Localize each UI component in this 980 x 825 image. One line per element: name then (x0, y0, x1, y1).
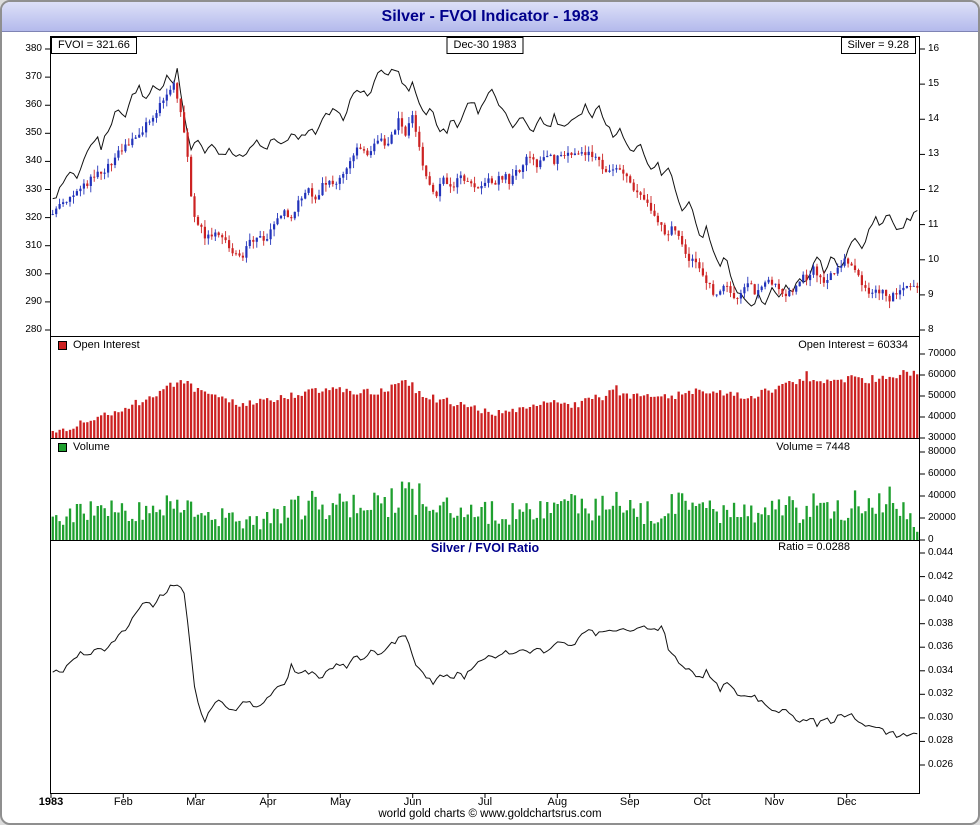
x-axis-month-label: Jul (477, 796, 493, 808)
axis-tick-label: 0 (928, 534, 934, 545)
x-axis-month-label: Dec (836, 796, 857, 808)
x-axis-month-label: Sep (619, 796, 640, 808)
price-plot (51, 68, 919, 309)
silver-value-label: Silver = 9.28 (840, 37, 916, 54)
volume-value-label: Volume = 7448 (776, 441, 850, 453)
x-axis-month-label: May (329, 796, 351, 808)
axis-tick-label: 40000 (928, 490, 956, 501)
chart-frame (50, 36, 920, 794)
ratio-panel (51, 540, 919, 793)
ratio-value-label: Ratio = 0.0288 (778, 541, 850, 553)
axis-tick-label: 280 (25, 324, 42, 335)
axis-tick-label: 320 (25, 211, 42, 223)
axis-tick-label: 0.030 (928, 711, 954, 723)
axis-tick-label: 60000 (928, 468, 956, 479)
axis-tick-label: 80000 (928, 446, 956, 457)
axis-tick-label: 310 (25, 239, 42, 251)
axis-tick-label: 0.036 (928, 641, 954, 653)
axis-tick-label: 13 (928, 148, 940, 160)
footer-credit: world gold charts © www.goldchartsrus.co… (378, 808, 602, 820)
open-interest-plot (51, 370, 919, 438)
volume-swatch-icon (58, 442, 67, 452)
ratio-panel-title: Silver / FVOI Ratio (430, 541, 540, 555)
fvoi-value-label: FVOI = 321.66 (51, 37, 137, 54)
open-interest-legend: Open Interest (58, 339, 140, 351)
axis-tick-label: 70000 (928, 348, 956, 359)
axis-tick-label: 300 (25, 267, 42, 279)
axis-tick-label: 0.044 (928, 547, 954, 558)
ratio-plot (52, 584, 918, 739)
volume-legend: Volume (58, 441, 110, 453)
axis-tick-label: 8 (928, 324, 934, 335)
chart-title: Silver - FVOI Indicator - 1983 (381, 7, 599, 25)
x-axis-month-label: Mar (186, 796, 206, 808)
axis-tick-label: 0.038 (928, 617, 954, 629)
date-label: Dec-30 1983 (446, 37, 524, 54)
axis-tick-label: 340 (25, 155, 42, 167)
x-axis-month-label: Aug (547, 796, 568, 808)
axis-tick-label: 11 (928, 218, 939, 230)
axis-tick-label: 290 (25, 295, 42, 307)
axis-tick-label: 360 (25, 99, 42, 111)
x-axis-month-label: 1983 (38, 796, 64, 808)
open-interest-value-label: Open Interest = 60334 (798, 339, 908, 351)
open-interest-legend-label: Open Interest (73, 339, 140, 351)
x-axis-month-label: Feb (113, 796, 133, 808)
axis-tick-label: 0.032 (928, 688, 954, 700)
axis-tick-label: 0.026 (928, 759, 954, 770)
axis-tick-label: 30000 (928, 432, 956, 443)
title-bar: Silver - FVOI Indicator - 1983 (2, 2, 978, 32)
axis-tick-label: 0.040 (928, 594, 954, 606)
volume-panel (51, 438, 919, 540)
axis-tick-label: 60000 (928, 369, 956, 380)
axis-tick-label: 15 (928, 78, 940, 90)
axis-tick-label: 9 (928, 288, 934, 300)
axis-tick-label: 0.034 (928, 664, 954, 676)
x-axis-month-label: Oct (693, 796, 711, 808)
axis-tick-label: 0.042 (928, 570, 954, 582)
x-axis-month-label: Nov (764, 796, 785, 808)
axis-tick-label: 14 (928, 113, 940, 125)
axis-tick-label: 16 (928, 43, 940, 54)
volume-plot (51, 481, 919, 540)
axis-tick-label: 0.028 (928, 735, 954, 747)
open-interest-panel (51, 336, 919, 438)
axis-tick-label: 350 (25, 127, 42, 139)
axis-tick-label: 10 (928, 253, 940, 265)
axis-tick-label: 330 (25, 183, 42, 195)
axis-tick-label: 40000 (928, 411, 956, 422)
axis-tick-label: 370 (25, 71, 42, 83)
x-axis-month-label: Jun (403, 796, 422, 808)
open-interest-swatch-icon (58, 340, 67, 350)
axis-tick-label: 50000 (928, 390, 956, 401)
x-axis-month-label: Apr (259, 796, 277, 808)
price-panel (51, 37, 919, 336)
axis-tick-label: 12 (928, 183, 940, 195)
axis-tick-label: 20000 (928, 512, 956, 523)
volume-legend-label: Volume (73, 441, 110, 453)
axis-tick-label: 380 (25, 43, 42, 54)
